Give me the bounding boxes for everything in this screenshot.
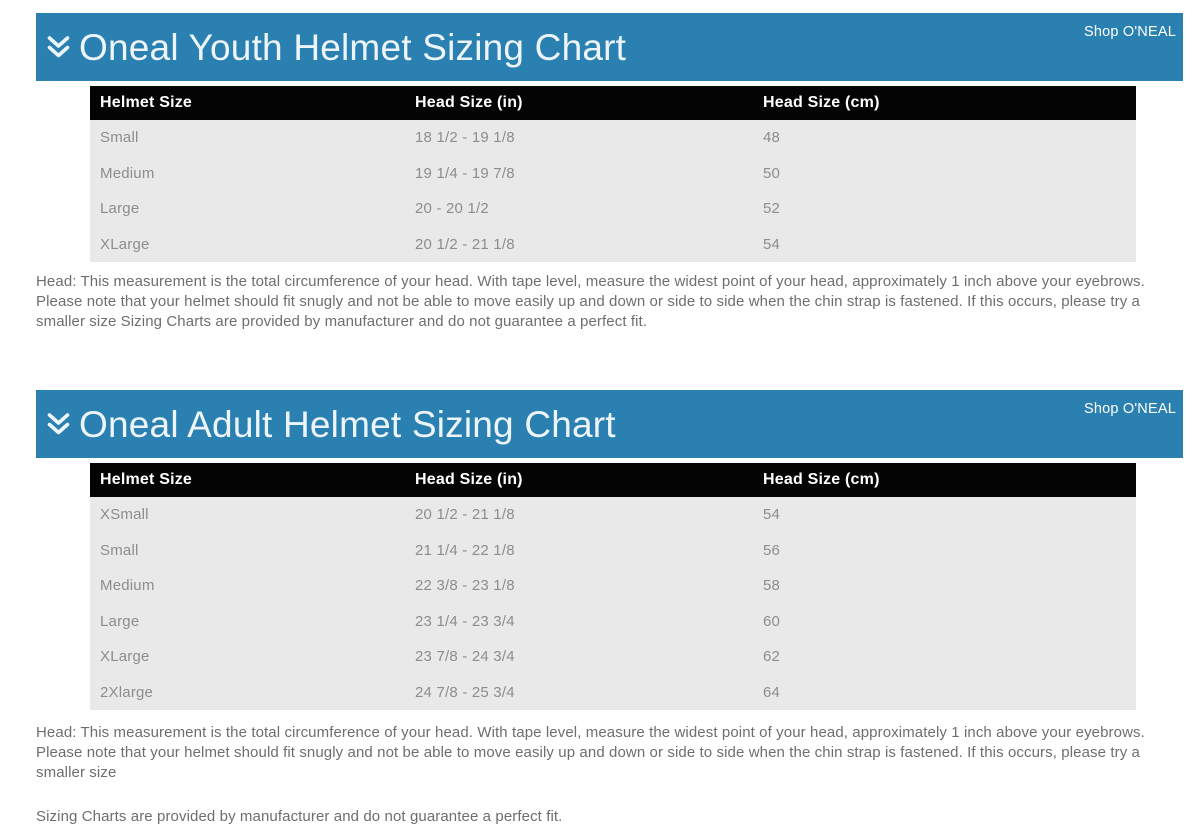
head-size-in-cell: 20 - 20 1/2 xyxy=(405,191,753,227)
head-size-cm-cell: 50 xyxy=(753,155,1136,191)
table-row: Small 18 1/2 - 19 1/8 48 xyxy=(90,120,1136,156)
youth-sizing-table-wrap: Helmet Size Head Size (in) Head Size (cm… xyxy=(90,86,1136,262)
helmet-size-cell: XSmall xyxy=(90,497,405,533)
helmet-size-cell: Small xyxy=(90,120,405,156)
adult-section-title: Oneal Adult Helmet Sizing Chart xyxy=(79,403,616,445)
head-size-in-cell: 23 7/8 - 24 3/4 xyxy=(405,639,753,675)
head-size-in-cell: 19 1/4 - 19 7/8 xyxy=(405,155,753,191)
head-size-cm-cell: 54 xyxy=(753,226,1136,262)
head-size-in-cell: 21 1/4 - 22 1/8 xyxy=(405,532,753,568)
head-size-in-header: Head Size (in) xyxy=(405,86,753,120)
adult-sizing-section: Oneal Adult Helmet Sizing Chart Shop O'N… xyxy=(0,390,1198,827)
table-header-row: Helmet Size Head Size (in) Head Size (cm… xyxy=(90,86,1136,120)
adult-sizing-table-wrap: Helmet Size Head Size (in) Head Size (cm… xyxy=(90,463,1136,710)
adult-sizing-table: Helmet Size Head Size (in) Head Size (cm… xyxy=(90,463,1136,710)
head-size-cm-cell: 56 xyxy=(753,532,1136,568)
helmet-size-cell: XLarge xyxy=(90,226,405,262)
double-chevron-down-icon xyxy=(45,409,72,441)
table-row: XLarge 20 1/2 - 21 1/8 54 xyxy=(90,226,1136,262)
head-size-in-cell: 20 1/2 - 21 1/8 xyxy=(405,226,753,262)
table-row: Large 20 - 20 1/2 52 xyxy=(90,191,1136,227)
helmet-size-cell: XLarge xyxy=(90,639,405,675)
youth-measurement-note: Head: This measurement is the total circ… xyxy=(36,273,1145,330)
head-size-cm-cell: 62 xyxy=(753,639,1136,675)
sizing-disclaimer-note: Sizing Charts are provided by manufactur… xyxy=(36,808,563,825)
head-size-cm-header: Head Size (cm) xyxy=(753,86,1136,120)
table-row: Medium 22 3/8 - 23 1/8 58 xyxy=(90,568,1136,604)
helmet-size-header: Helmet Size xyxy=(90,86,405,120)
table-row: 2Xlarge 24 7/8 - 25 3/4 64 xyxy=(90,674,1136,710)
head-size-in-cell: 20 1/2 - 21 1/8 xyxy=(405,497,753,533)
youth-sizing-section: Oneal Youth Helmet Sizing Chart Shop O'N… xyxy=(0,13,1198,332)
head-size-in-cell: 18 1/2 - 19 1/8 xyxy=(405,120,753,156)
helmet-size-cell: Small xyxy=(90,532,405,568)
double-chevron-down-icon xyxy=(45,32,72,64)
table-row: Small 21 1/4 - 22 1/8 56 xyxy=(90,532,1136,568)
head-size-in-cell: 23 1/4 - 23 3/4 xyxy=(405,603,753,639)
head-size-cm-cell: 64 xyxy=(753,674,1136,710)
table-header-row: Helmet Size Head Size (in) Head Size (cm… xyxy=(90,463,1136,497)
shop-oneal-link-youth[interactable]: Shop O'NEAL xyxy=(1083,24,1176,40)
helmet-size-cell: Medium xyxy=(90,568,405,604)
head-size-in-header: Head Size (in) xyxy=(405,463,753,497)
helmet-size-header: Helmet Size xyxy=(90,463,405,497)
head-size-in-cell: 22 3/8 - 23 1/8 xyxy=(405,568,753,604)
head-size-cm-cell: 60 xyxy=(753,603,1136,639)
adult-section-header-bar[interactable]: Oneal Adult Helmet Sizing Chart Shop O'N… xyxy=(36,390,1183,458)
head-size-cm-header: Head Size (cm) xyxy=(753,463,1136,497)
youth-section-title: Oneal Youth Helmet Sizing Chart xyxy=(79,26,627,68)
adult-measurement-note: Head: This measurement is the total circ… xyxy=(36,724,1145,781)
head-size-cm-cell: 48 xyxy=(753,120,1136,156)
table-row: XSmall 20 1/2 - 21 1/8 54 xyxy=(90,497,1136,533)
helmet-size-cell: 2Xlarge xyxy=(90,674,405,710)
helmet-size-cell: Large xyxy=(90,603,405,639)
youth-sizing-table: Helmet Size Head Size (in) Head Size (cm… xyxy=(90,86,1136,262)
shop-oneal-link-adult[interactable]: Shop O'NEAL xyxy=(1083,401,1176,417)
table-row: XLarge 23 7/8 - 24 3/4 62 xyxy=(90,639,1136,675)
table-row: Medium 19 1/4 - 19 7/8 50 xyxy=(90,155,1136,191)
head-size-cm-cell: 52 xyxy=(753,191,1136,227)
head-size-in-cell: 24 7/8 - 25 3/4 xyxy=(405,674,753,710)
helmet-size-cell: Large xyxy=(90,191,405,227)
head-size-cm-cell: 58 xyxy=(753,568,1136,604)
youth-section-header-bar[interactable]: Oneal Youth Helmet Sizing Chart Shop O'N… xyxy=(36,13,1183,81)
helmet-size-cell: Medium xyxy=(90,155,405,191)
head-size-cm-cell: 54 xyxy=(753,497,1136,533)
table-row: Large 23 1/4 - 23 3/4 60 xyxy=(90,603,1136,639)
